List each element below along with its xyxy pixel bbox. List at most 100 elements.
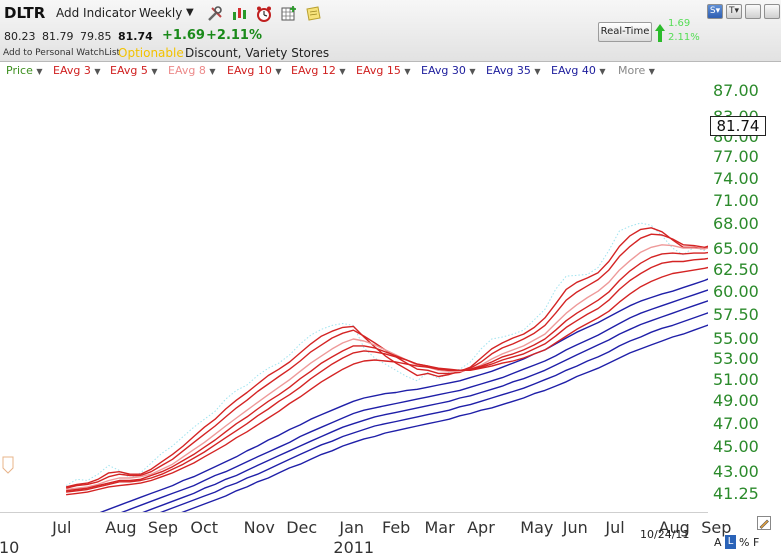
legend-item[interactable]: EAvg 10 ▼ xyxy=(227,64,282,77)
scale-fit-toggle[interactable]: F xyxy=(753,536,760,549)
price-chart[interactable] xyxy=(0,80,708,512)
time-axis: Jul Aug Sep Oct Nov Dec Jan Feb Mar Apr May Jun Jul A… xyxy=(0,512,731,560)
industry-label: Discount, Variety Stores xyxy=(185,46,330,60)
up-arrow-icon xyxy=(655,24,665,42)
x-tick-label: Jul xyxy=(52,518,72,537)
candlestick-icon[interactable] xyxy=(231,5,249,23)
legend-item[interactable]: More ▼ xyxy=(618,64,655,77)
low-value: 79.85 xyxy=(80,30,112,43)
legend-item[interactable]: EAvg 8 ▼ xyxy=(168,64,216,77)
x-tick-label: Jan xyxy=(339,518,365,537)
chevron-down-icon[interactable]: ▼ xyxy=(36,67,43,76)
text-menu-button[interactable]: T▾ xyxy=(726,4,742,19)
y-tick-label: 43.00 xyxy=(713,461,759,481)
x-tick-label: Oct xyxy=(190,518,219,537)
ema-series-line xyxy=(66,266,708,496)
ema-series-line xyxy=(66,251,708,492)
chevron-down-icon[interactable]: ▼ xyxy=(534,67,541,76)
chart-header: DLTR Add Indicator Weekly ▼ 80.23 xyxy=(0,0,781,62)
chevron-down-icon[interactable]: ▼ xyxy=(209,67,216,76)
ema-series-line xyxy=(65,227,708,488)
x-tick-label: Aug xyxy=(105,518,137,537)
x-tick-label: May xyxy=(520,518,554,537)
x-tick-label: Aug xyxy=(658,518,690,537)
alarm-clock-icon[interactable] xyxy=(255,5,273,23)
scale-arithmetic-toggle[interactable]: A xyxy=(714,536,722,549)
legend-item[interactable]: EAvg 3 ▼ xyxy=(53,64,101,77)
y-tick-label: 41.25 xyxy=(713,484,759,504)
x-tick-label: Sep xyxy=(701,518,732,537)
period-select[interactable]: Weekly xyxy=(139,6,183,20)
last-price-flag: 81.74 xyxy=(710,116,766,136)
add-to-watchlist-link[interactable]: Add to Personal WatchList xyxy=(3,48,121,58)
note-icon[interactable] xyxy=(304,5,322,23)
change-percent: +2.11% xyxy=(206,28,262,43)
x-year-label: 2011 xyxy=(333,538,375,557)
x-tick-label: Jun xyxy=(562,518,588,537)
x-tick-label: Mar xyxy=(424,518,455,537)
y-tick-label: 49.00 xyxy=(713,391,759,411)
y-tick-label: 51.00 xyxy=(713,369,759,389)
ema-series-line xyxy=(99,278,708,512)
realtime-change: 1.69 xyxy=(668,18,691,29)
chevron-down-icon[interactable]: ▼ xyxy=(339,67,346,76)
y-tick-label: 65.00 xyxy=(713,238,759,258)
ema-series-line xyxy=(65,233,708,489)
open-value: 80.23 xyxy=(4,30,36,43)
legend-item[interactable]: EAvg 30 ▼ xyxy=(421,64,476,77)
minimize-button[interactable] xyxy=(745,4,761,19)
share-menu-button[interactable]: S▾ xyxy=(707,4,723,19)
x-tick-label: Jul xyxy=(605,518,625,537)
realtime-button[interactable]: Real-Time xyxy=(598,22,652,42)
ema-series-line xyxy=(66,257,708,493)
chevron-down-icon[interactable]: ▼ xyxy=(469,67,476,76)
x-year-label: 10 xyxy=(0,538,20,557)
symbol-label[interactable]: DLTR xyxy=(4,4,46,22)
ema-series-line xyxy=(159,312,708,512)
optionable-badge: Optionable xyxy=(118,46,184,60)
tools-icon[interactable] xyxy=(206,5,224,23)
y-tick-label: 55.00 xyxy=(713,329,759,348)
close-value: 81.74 xyxy=(118,30,153,43)
x-tick-label: Nov xyxy=(243,518,275,537)
x-tick-label: Feb xyxy=(382,518,411,537)
y-tick-label: 87.00 xyxy=(713,81,759,101)
chevron-down-icon[interactable]: ▼ xyxy=(151,67,158,76)
pencil-icon[interactable] xyxy=(757,516,771,530)
legend-item[interactable]: EAvg 5 ▼ xyxy=(110,64,158,77)
y-tick-label: 45.00 xyxy=(713,437,759,457)
chevron-down-icon[interactable]: ▼ xyxy=(648,67,655,76)
y-tick-label: 71.00 xyxy=(713,191,759,211)
legend-item[interactable]: EAvg 12 ▼ xyxy=(291,64,346,77)
y-tick-label: 77.00 xyxy=(713,147,759,167)
x-tick-label: Sep xyxy=(147,518,179,537)
ema-series-line xyxy=(142,300,708,512)
split-marker-icon xyxy=(2,456,14,474)
price-series-line xyxy=(65,222,708,487)
legend-item[interactable]: EAvg 40 ▼ xyxy=(551,64,606,77)
legend-item[interactable]: EAvg 35 ▼ xyxy=(486,64,541,77)
x-tick-label: Apr xyxy=(467,518,495,537)
legend-item[interactable]: EAvg 15 ▼ xyxy=(356,64,411,77)
high-value: 81.79 xyxy=(42,30,74,43)
indicator-legend: Price ▼ EAvg 3 ▼ EAvg 5 ▼ EAvg 8 ▼ EAvg 10 ▼… xyxy=(0,63,708,79)
ema-series-line xyxy=(120,289,708,512)
chevron-down-icon[interactable]: ▼ xyxy=(404,67,411,76)
add-indicator-button[interactable]: Add Indicator xyxy=(56,6,137,20)
ema-series-line xyxy=(181,324,708,512)
scale-percent-toggle[interactable]: % xyxy=(739,536,750,549)
grid-table-icon[interactable] xyxy=(280,5,298,23)
chevron-down-icon[interactable]: ▼ xyxy=(599,67,606,76)
maximize-button[interactable] xyxy=(764,4,780,19)
y-tick-label: 74.00 xyxy=(713,168,759,188)
realtime-percent: 2.11% xyxy=(668,32,700,43)
y-tick-label: 60.00 xyxy=(713,282,759,301)
chevron-down-icon[interactable]: ▼ xyxy=(94,67,101,76)
y-tick-label: 47.00 xyxy=(713,413,759,433)
change-value: +1.69 xyxy=(162,28,205,43)
legend-item[interactable]: Price ▼ xyxy=(6,64,43,77)
chevron-down-icon[interactable]: ▼ xyxy=(186,7,194,18)
scale-log-toggle[interactable]: L xyxy=(725,535,736,549)
chevron-down-icon[interactable]: ▼ xyxy=(275,67,282,76)
